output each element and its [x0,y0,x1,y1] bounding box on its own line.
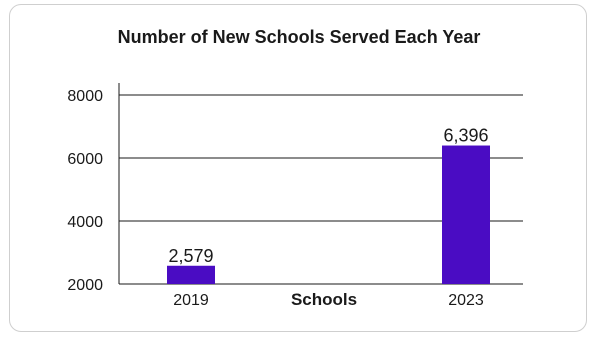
bar-2023 [442,145,490,284]
data-label-2019: 2,579 [168,246,213,266]
x-axis-label: Schools [291,290,357,309]
x-tick-label-2023: 2023 [448,292,484,309]
chart-title: Number of New Schools Served Each Year [117,27,481,47]
y-tick-label-6000: 6000 [67,151,103,168]
y-tick-label-8000: 8000 [67,88,103,105]
chart-card: Number of New Schools Served Each Year [9,4,587,332]
y-tick-label-4000: 4000 [67,214,103,231]
y-tick-label-2000: 2000 [67,277,103,294]
x-tick-label-2019: 2019 [173,292,209,309]
data-label-2023: 6,396 [443,126,488,146]
bar-2019 [167,265,215,284]
